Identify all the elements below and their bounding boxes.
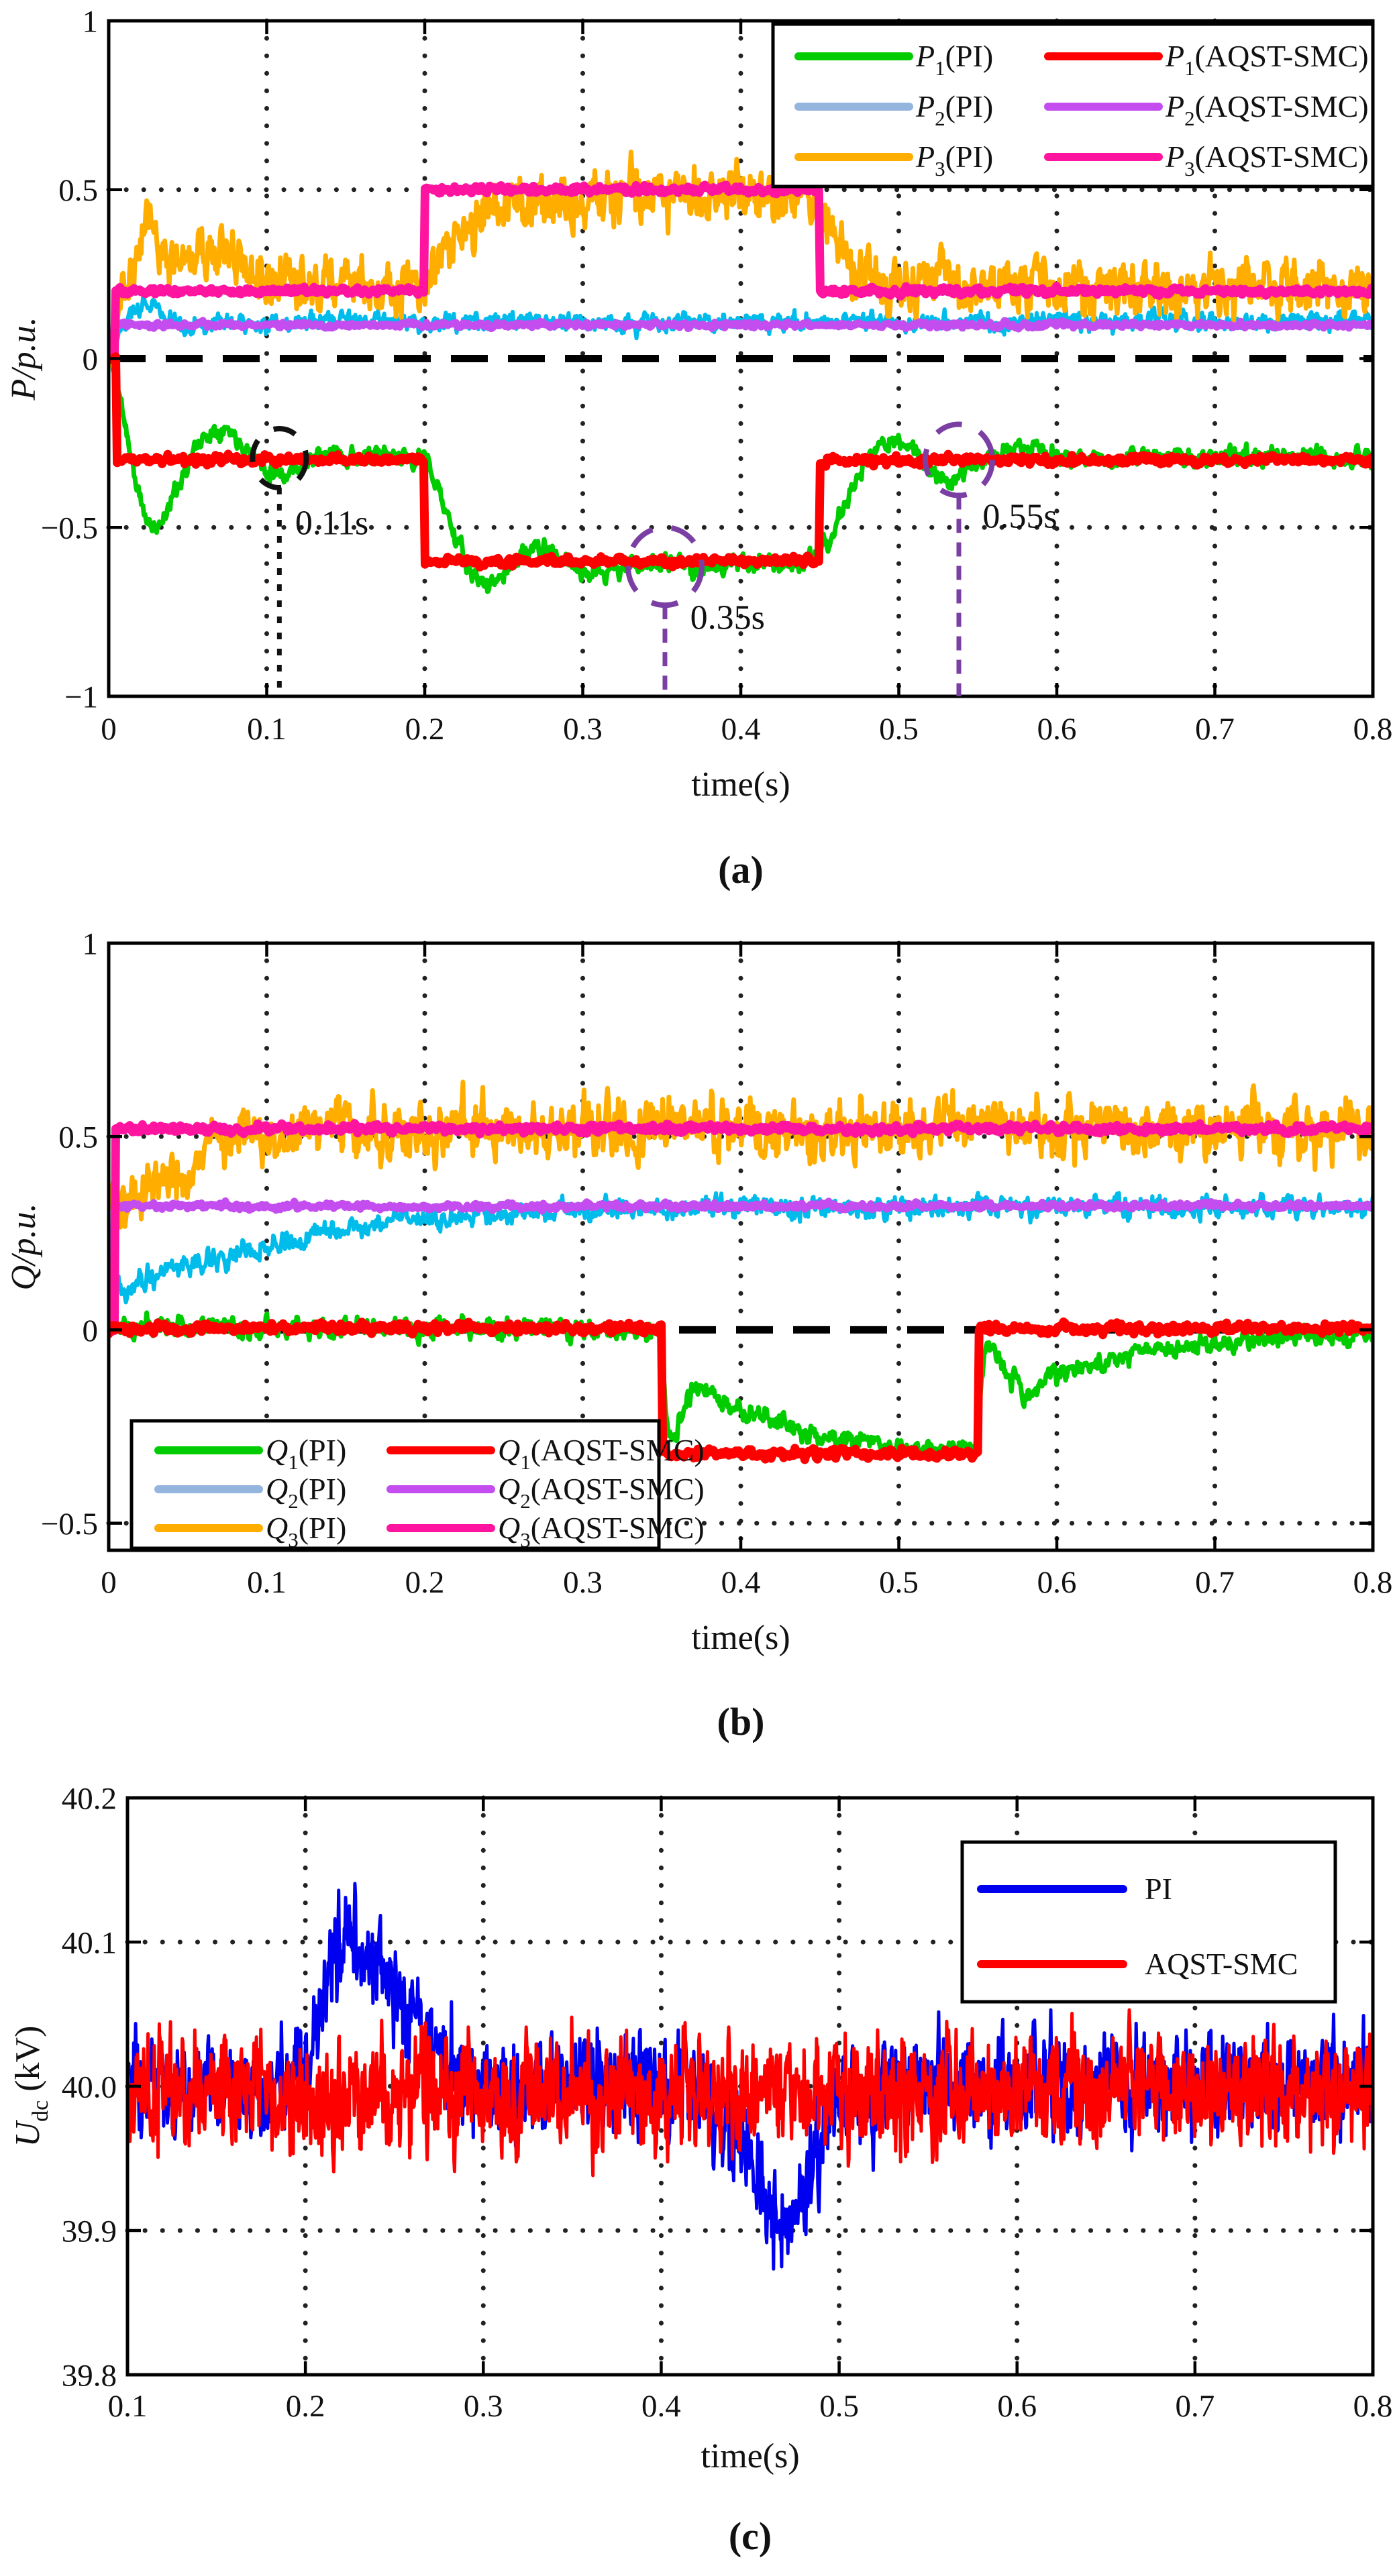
series-q1aqst-smc <box>109 1317 1373 1464</box>
y-axis-label: P/p.u. <box>5 317 43 400</box>
legend-label: P2(PI) <box>915 89 993 130</box>
plot-c: 0.1 0.2 0.3 0.4 0.5 0.6 0.7 0.8 40.2 40.1 40.0 39.9… <box>9 1781 1392 2558</box>
x-tick-label: 0.2 <box>405 1565 445 1600</box>
legend-label: Q2(PI) <box>266 1472 346 1513</box>
x-axis-label: time(s) <box>701 2437 799 2475</box>
x-tick-label: 0.2 <box>405 712 445 747</box>
annotation-text: 0.55s <box>982 497 1057 535</box>
subplot-caption: (a) <box>718 848 764 892</box>
plot-border <box>107 941 1375 1552</box>
series-group <box>109 150 1373 594</box>
x-tick-label: 0.8 <box>1353 712 1393 747</box>
x-tick-label: 0.7 <box>1175 2389 1215 2424</box>
legend-label: P3(PI) <box>915 140 993 180</box>
series-group <box>109 1079 1373 1464</box>
y-tick-label: 0.5 <box>58 173 98 208</box>
legend: PI AQST-SMC <box>960 1840 1337 2004</box>
x-tick-label: 0.5 <box>819 2389 859 2424</box>
y-tick-label: −1 <box>64 680 98 714</box>
x-tick-label: 0.3 <box>464 2389 503 2424</box>
x-tick-label: 0.4 <box>721 1565 761 1600</box>
legend: P1(PI) P1(AQST-SMC) P2(PI) P2(AQST-SMC) P3(P… <box>771 22 1375 189</box>
annotation-011s: 0.11s <box>250 426 368 696</box>
y-tick-label: 0.5 <box>58 1120 98 1155</box>
series-p1aqst-smc <box>109 352 1373 572</box>
y-tick-label: 40.2 <box>62 1781 117 1816</box>
y-tick-label: −0.5 <box>41 1507 98 1542</box>
y-tick-label: 40.0 <box>62 2070 117 2104</box>
x-tick-label: 0.5 <box>879 712 919 747</box>
legend-label: Q1(PI) <box>266 1433 346 1474</box>
x-tick-label: 0.7 <box>1195 712 1235 747</box>
y-tick-label: 1 <box>83 4 99 39</box>
legend-label: P1(PI) <box>915 39 993 80</box>
x-tick-label: 0.6 <box>1037 712 1077 747</box>
x-tick-label: 0.6 <box>1037 1565 1077 1600</box>
series-q3aqst-smc <box>109 1119 1373 1336</box>
legend-label: P2(AQST-SMC) <box>1165 89 1369 130</box>
series-aqst-smc <box>127 2008 1373 2178</box>
legend-label: P3(AQST-SMC) <box>1165 140 1369 180</box>
y-axis-label: Q/p.u. <box>5 1203 43 1290</box>
series-p3pi <box>109 150 1373 368</box>
series-p2aqst-smc <box>109 317 1373 363</box>
x-axis-label: time(s) <box>691 1619 790 1657</box>
series-q2aqst-smc <box>109 1197 1373 1334</box>
series-p3aqst-smc <box>109 180 1373 364</box>
plot-b: 0 0.1 0.2 0.3 0.4 0.5 0.6 0.7 0.810.50−0.5time(s… <box>5 926 1392 1743</box>
x-tick-label: 0.7 <box>1195 1565 1235 1600</box>
plot-border <box>125 1796 1375 2377</box>
series-q2pi <box>109 1191 1373 1310</box>
y-tick-label: 1 <box>83 926 99 961</box>
x-tick-label: 0.5 <box>879 1565 919 1600</box>
x-tick-label: 0.3 <box>563 1565 603 1600</box>
annotation-035s: 0.35s <box>625 525 765 696</box>
x-tick-label: 0 <box>101 1565 117 1600</box>
annotation-text: 0.11s <box>295 504 368 542</box>
x-tick-label: 0.4 <box>721 712 761 747</box>
legend-label: AQST-SMC <box>1145 1947 1298 1981</box>
x-tick-label: 0.6 <box>997 2389 1037 2424</box>
x-tick-label: 0.1 <box>247 1565 287 1600</box>
subplot-caption: (b) <box>717 1700 765 1743</box>
x-tick-label: 0.4 <box>641 2389 681 2424</box>
y-tick-label: 39.8 <box>62 2358 117 2393</box>
y-tick-label: 40.1 <box>62 1925 117 1960</box>
y-axis-label: Udc (kV) <box>9 2026 53 2147</box>
y-tick-label: 39.9 <box>62 2214 117 2249</box>
y-tick-label: −0.5 <box>41 511 98 546</box>
legend-label: P1(AQST-SMC) <box>1165 39 1369 80</box>
plot-a: 0 0.1 0.2 0.3 0.4 0.5 0.6 0.7 0.8 1 0.5 0 −0.5 −1 time… <box>5 4 1392 892</box>
legend-label: Q1(AQST-SMC) <box>498 1433 705 1474</box>
legend-label: Q3(PI) <box>266 1511 346 1552</box>
x-tick-label: 0.2 <box>286 2389 325 2424</box>
legend-label: PI <box>1145 1872 1172 1906</box>
x-tick-label: 0.1 <box>247 712 287 747</box>
series-q1pi <box>109 1310 1373 1460</box>
x-tick-label: 0 <box>101 712 117 747</box>
x-tick-label: 0.8 <box>1353 1565 1393 1600</box>
y-tick-label: 0 <box>83 342 99 377</box>
x-tick-label: 0.8 <box>1353 2389 1393 2424</box>
legend: Q1(PI) Q1(AQST-SMC) Q2(PI) Q2(AQST-SMC) Q3(P… <box>130 1419 705 1552</box>
x-tick-label: 0.3 <box>563 712 603 747</box>
legend-label: Q2(AQST-SMC) <box>498 1472 705 1513</box>
annotation-055s: 0.55s <box>922 421 1057 696</box>
annotation-text: 0.35s <box>690 598 765 637</box>
plot-border <box>107 19 1375 698</box>
y-tick-label: 0 <box>83 1313 99 1348</box>
legend-box <box>960 1840 1337 2004</box>
x-tick-label: 0.1 <box>108 2389 148 2424</box>
x-axis-label: time(s) <box>691 765 790 804</box>
series-group <box>127 1882 1373 2271</box>
legend-label: Q3(AQST-SMC) <box>498 1511 705 1552</box>
subplot-caption: (c) <box>729 2514 772 2558</box>
